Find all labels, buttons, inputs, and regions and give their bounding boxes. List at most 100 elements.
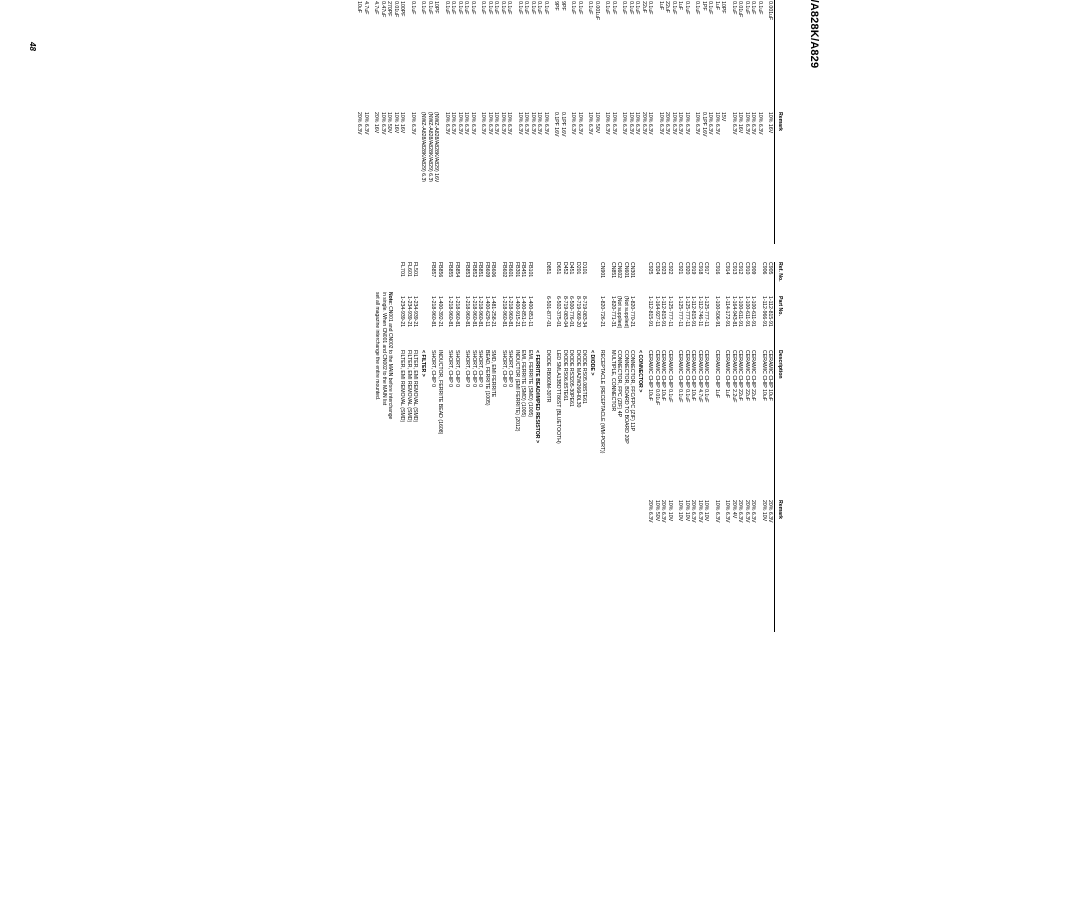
cell-rem: 10% 50V xyxy=(386,112,393,182)
cell-desc: SHORT, CHIP 0 xyxy=(477,350,484,500)
table-row: C9141-114-172-91CERAMIC CHIP 1uF10% 6.3V xyxy=(724,262,731,632)
cell-ref: C906 xyxy=(761,262,768,296)
cell-rem: 0.1PF 16V xyxy=(553,112,560,182)
cell-ref: FL601 xyxy=(406,262,413,296)
cell-rem xyxy=(430,500,437,570)
cell-part: 1-125-777-11 xyxy=(667,296,674,350)
cell-desc: CERAMIC CHIP 22uF xyxy=(744,350,751,500)
table-row: C6891-112-716-11CERAMIC CHIP 0.1uF10% 6.… xyxy=(523,0,530,244)
cell-part: 1-218-960-81 xyxy=(507,296,514,350)
table-row: C6541-164-937-11CERAMIC CHIP 0.001uF10% … xyxy=(594,0,601,244)
cell-desc: CERAMIC CHIP 0.1uF xyxy=(463,0,470,112)
cell-rem xyxy=(437,500,444,570)
cell-ref: D651 xyxy=(555,262,562,296)
cell-desc: SHORT, CHIP 0 xyxy=(471,350,478,500)
cell-ref: FL701 xyxy=(399,262,406,296)
cell-desc: CERAMIC CHIP 0.1uF xyxy=(577,0,584,112)
table-row: FB8531-218-960-81SHORT, CHIP 0 xyxy=(464,262,471,632)
cell-rem: 10% 6.3V xyxy=(480,112,487,182)
cell-rem xyxy=(599,500,606,570)
cell-part: 1-164-927-11 xyxy=(654,296,661,350)
cell-rem: 10% 6.3V xyxy=(628,112,635,182)
table-row: FB8521-218-960-81SHORT, CHIP 0 xyxy=(471,262,478,632)
table-row: C9241-164-927-11CERAMIC CHIP 0.01uF10% 5… xyxy=(654,262,661,632)
cell-part: 1-481-258-21 xyxy=(490,296,497,350)
cell-desc: CERAMIC CHIP 0.1uF xyxy=(517,0,524,112)
cell-desc: CERAMIC CHIP 0.1uF xyxy=(757,0,764,112)
table-row: C8551-164-935-11CERAMIC CHIP 270PF10% 50… xyxy=(386,0,393,244)
table-row: C7521-128-622-11CERAMIC CHIP 10PF(NWZ-A8… xyxy=(433,0,440,244)
cell-desc: SHORT, CHIP 0 xyxy=(464,350,471,500)
cell-desc: SHORT, CHIP 0 xyxy=(447,350,454,500)
cell-desc: EMI, FERRITE (SMD) (1005) xyxy=(520,350,527,500)
cell-ref: FB851 xyxy=(477,262,484,296)
cell-rem: 10% 6.3V xyxy=(570,112,577,182)
cell-rem: 10% 6.3V xyxy=(724,500,731,570)
cell-ref: FB855 xyxy=(447,262,454,296)
table-row: C7051-112-716-11CERAMIC CHIP 0.1uF10% 6.… xyxy=(480,0,487,244)
cell-part: 1-100-506-91 xyxy=(714,296,721,350)
cell-desc: CERAMIC CHIP 1PF xyxy=(701,0,708,112)
cell-rem: 0.1PF 16V xyxy=(560,112,567,182)
table-row: FB8561-400-392-21INDUCTOR, FERRITE BEAD … xyxy=(437,262,444,632)
cell-desc: CERAMIC CHIP 1uF xyxy=(724,350,731,500)
note-line1: CN001 and CN002 to the MAIN before inter… xyxy=(387,306,393,419)
table-row: C7071-112-716-11CERAMIC CHIP 0.1uF10% 6.… xyxy=(470,0,477,244)
cell-rem xyxy=(616,500,623,570)
cell-rem: 10% 10V xyxy=(677,500,684,570)
table-row: C6741-112-716-11CERAMIC CHIP 0.1uF10% 6.… xyxy=(543,0,550,244)
cell-ref: CN301 xyxy=(629,262,636,296)
cell-rem xyxy=(454,500,461,570)
table-row: C6611-112-716-11CERAMIC CHIP 0.1uF10% 6.… xyxy=(587,0,594,244)
table-row: FL7011-234-939-21FILTER, EMI REMOVAL (SM… xyxy=(399,262,406,632)
cell-part: 1-820-726-21 xyxy=(599,296,606,350)
cell-desc: CERAMIC CHIP 0.1uF xyxy=(677,350,684,500)
cell-ref: C916 xyxy=(714,262,721,296)
cell-desc: BEAD, FERRITE (1005) xyxy=(484,350,491,500)
cell-ref: D451 xyxy=(568,262,575,296)
cell-part: 1-112-815-91 xyxy=(647,296,654,350)
table-row: D8516-501-877-01DIODE RB060M-30TR xyxy=(545,262,552,632)
hdr-part: Part No. xyxy=(777,296,784,350)
table-row: FB8511-218-960-81SHORT, CHIP 0 xyxy=(477,262,484,632)
table-row: FB6011-218-960-81SHORT, CHIP 0 xyxy=(507,262,514,632)
table-header: Ref. No. Part No. Description Remark xyxy=(775,262,784,632)
cell-desc: CERAMIC CHIP 0.1uF xyxy=(543,0,550,112)
table-row: D2018-719-069-20DIODE MA2W266H0L30 xyxy=(575,262,582,632)
cell-desc: SMD, EMI FERRITE xyxy=(490,350,497,500)
cell-desc: CERAMIC CHIP 0.001uF xyxy=(767,0,774,112)
section-title: < FERRITE BEAD/IMPED RESISTOR > xyxy=(534,350,541,632)
cell-rem: 20% 6.3V xyxy=(750,500,757,570)
table-row: C6521-112-716-11CERAMIC CHIP 0.1uF10% 6.… xyxy=(604,0,611,244)
cell-desc: CERAMIC CHIP 10uF xyxy=(761,350,768,500)
table-row: C6731-117-743-81CERAMIC CHIP 9PF0.1PF 16… xyxy=(553,0,560,244)
cell-part: 1-112-746-11 xyxy=(697,296,704,350)
table-row: C6811-112-716-11CERAMIC CHIP 0.1uF10% 6.… xyxy=(536,0,543,244)
cell-rem: (NWZ-A828/A828K/A829) 6.3V xyxy=(427,112,434,182)
cell-rem: 10% 50V xyxy=(594,112,601,182)
cell-rem: 10% 6.3V xyxy=(604,112,611,182)
cell-desc: DIODE RS06.8STE61 xyxy=(562,350,569,500)
note-block: Note: CN001 and CN002 to the MAIN before… xyxy=(374,292,393,632)
cell-part: 1-100-611-91 xyxy=(737,296,744,350)
table-row: C6281-112-717-11CERAMIC CHIP 1uF10% 6.3V xyxy=(714,0,721,244)
cell-desc: CERAMIC CHIP 0.1uF xyxy=(744,0,751,112)
left-column: Ref. No. Part No. Description Remark C61… xyxy=(356,0,783,244)
table-row: FB6061-481-258-21SMD, EMI FERRITE xyxy=(490,262,497,632)
cell-desc: CERAMIC CHIP 0.47uF xyxy=(380,0,387,112)
cell-desc: CERAMIC CHIP 0.1uF xyxy=(487,0,494,112)
cell-rem: 20% 6.3V xyxy=(356,112,363,182)
cell-rem xyxy=(623,500,630,570)
cell-desc: FILTER, EMI REMOVAL (SMD) xyxy=(406,350,413,500)
table-row: C6461-112-716-11CERAMIC CHIP 0.1uF10% 6.… xyxy=(634,0,641,244)
cell-rem: 10% 6.3V xyxy=(577,112,584,182)
cell-part: (Not supplied) xyxy=(623,296,630,350)
cell-rem: (NWZ-A828/A828K/A829) 6.3V xyxy=(420,112,427,182)
cell-ref: C905 xyxy=(767,262,774,296)
cell-rem: 10% 6.3V xyxy=(517,112,524,182)
cell-desc: EMI, FERRITE (SMD) (1005) xyxy=(527,350,534,500)
cell-part: 6-502-375-01 xyxy=(555,296,562,350)
cell-part: 1-164-943-81 xyxy=(731,296,738,350)
cell-rem xyxy=(412,500,419,570)
cell-rem: 10% 6.3V xyxy=(694,112,701,182)
